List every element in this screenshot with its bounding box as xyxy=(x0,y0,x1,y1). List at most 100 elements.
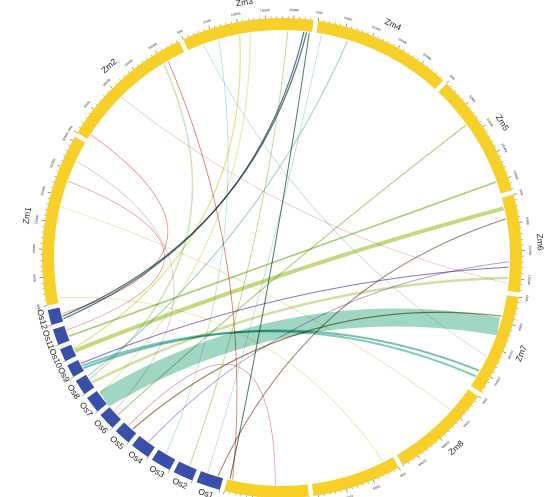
synteny-link xyxy=(74,206,505,353)
tick-mark xyxy=(70,376,74,379)
tick-label: 100Mb xyxy=(485,117,494,128)
chromosome-arc-os12 xyxy=(47,307,64,325)
tick-mark xyxy=(481,391,483,393)
tick-label: 50Mb xyxy=(462,420,470,429)
tick-mark xyxy=(485,130,488,132)
tick-mark xyxy=(110,427,113,431)
tick-mark xyxy=(378,477,380,480)
tick-mark xyxy=(398,467,401,471)
chromosome-label-zm3: Zm3 xyxy=(235,0,254,8)
tick-mark xyxy=(95,103,98,106)
tick-label: 100Mb xyxy=(440,440,450,450)
tick-mark xyxy=(505,346,507,348)
synteny-link xyxy=(203,44,487,357)
chromosome-arc-os7 xyxy=(87,391,107,412)
tick-mark xyxy=(54,176,57,177)
tick-mark xyxy=(78,126,81,129)
tick-mark xyxy=(490,376,494,379)
tick-label: 200Mb xyxy=(40,185,47,196)
tick-label: 150Mb xyxy=(527,275,532,285)
synteny-link xyxy=(217,218,506,477)
tick-mark xyxy=(450,85,453,88)
tick-mark xyxy=(494,145,497,147)
tick-mark xyxy=(127,71,130,74)
tick-mark xyxy=(107,90,109,93)
tick-mark xyxy=(55,344,59,347)
tick-mark xyxy=(85,117,87,119)
tick-mark xyxy=(462,98,464,100)
tick-label: 50Mb xyxy=(344,16,353,22)
tick-mark xyxy=(81,394,85,397)
tick-mark xyxy=(417,58,419,61)
tick-mark xyxy=(498,361,500,363)
chromosome-label-zm5: Zm5 xyxy=(494,113,512,133)
tick-label: 150Mb xyxy=(493,376,501,387)
tick-mark xyxy=(160,48,163,51)
tick-mark xyxy=(81,122,84,124)
tick-label: 100Mb xyxy=(231,11,242,17)
tick-label: 150Mb xyxy=(124,58,134,67)
tick-label: 100Mb xyxy=(343,494,354,497)
chromosome-label-os12: Os12 xyxy=(35,308,50,330)
tick-mark xyxy=(60,160,63,162)
tick-mark xyxy=(115,82,117,85)
tick-mark xyxy=(506,171,508,173)
tick-mark xyxy=(509,182,512,184)
tick-mark xyxy=(512,324,516,326)
synteny-link xyxy=(76,160,175,412)
synteny-link xyxy=(229,32,310,480)
tick-mark xyxy=(131,66,134,70)
chromosome-arc-zm1 xyxy=(42,136,86,306)
synteny-link xyxy=(58,297,384,462)
tick-mark xyxy=(88,112,91,115)
tick-mark xyxy=(372,32,375,36)
tick-mark xyxy=(123,75,126,77)
tick-label: 0Mb xyxy=(176,29,184,35)
tick-mark xyxy=(63,154,65,156)
tick-mark xyxy=(367,32,369,34)
tick-label: 150Mb xyxy=(397,37,408,45)
tick-mark xyxy=(126,442,129,445)
chromosome-arc-zm4 xyxy=(316,20,444,90)
tick-mark xyxy=(398,45,401,49)
tick-mark xyxy=(464,414,466,416)
tick-mark xyxy=(431,445,433,448)
tick-mark xyxy=(168,469,170,473)
synteny-link xyxy=(189,31,289,466)
tick-mark xyxy=(422,452,424,455)
tick-mark xyxy=(426,65,429,67)
chromosome-arc-zm3 xyxy=(183,17,314,51)
tick-mark xyxy=(146,57,148,60)
tick-label: 50Mb xyxy=(372,484,381,491)
tick-mark xyxy=(393,43,395,46)
scale-ticks: 0Mb50Mb100Mb150Mb200Mb250Mb300Mb0Mb50Mb1… xyxy=(32,8,532,497)
tick-mark xyxy=(146,457,149,460)
chromosome-arc-os1 xyxy=(196,471,223,490)
tick-mark xyxy=(357,485,359,488)
tick-mark xyxy=(408,52,410,55)
tick-mark xyxy=(487,381,490,384)
tick-mark xyxy=(346,489,348,493)
tick-mark xyxy=(476,116,479,118)
tick-mark xyxy=(351,487,353,490)
tick-label: 150Mb xyxy=(260,8,270,13)
tick-label: 0Mb xyxy=(316,10,323,15)
tick-label: 100Mb xyxy=(371,25,382,32)
synteny-link xyxy=(121,97,508,284)
synteny-link xyxy=(128,363,276,485)
tick-mark xyxy=(119,78,121,81)
tick-label: 150Mb xyxy=(500,143,508,154)
tick-mark xyxy=(103,95,105,97)
tick-mark xyxy=(388,472,390,475)
tick-label: 100Mb xyxy=(507,350,515,361)
tick-label: 0Mb xyxy=(399,471,407,478)
tick-mark xyxy=(440,438,443,442)
tick-mark xyxy=(345,23,348,27)
chromosome-arc-zm5 xyxy=(438,83,513,194)
chromosome-ring xyxy=(42,17,522,497)
tick-mark xyxy=(499,155,502,157)
synteny-link xyxy=(91,276,509,384)
tick-mark xyxy=(513,193,517,195)
tick-mark xyxy=(74,130,78,133)
